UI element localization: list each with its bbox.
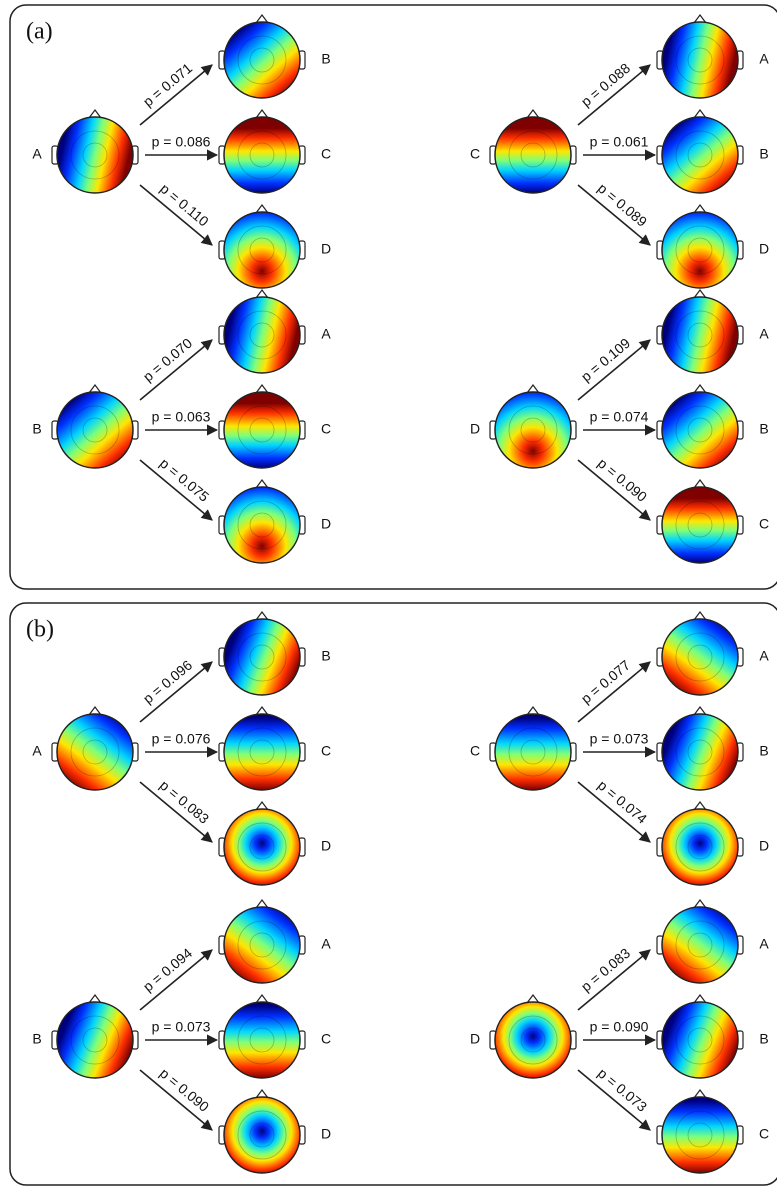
state-label: C xyxy=(321,1031,331,1047)
topomap xyxy=(657,15,743,98)
probability-label: p = 0.073 xyxy=(152,1019,211,1035)
state-label: B xyxy=(321,51,330,67)
panel-frame xyxy=(10,5,777,589)
panel-label: (b) xyxy=(26,617,54,643)
topomap xyxy=(52,707,138,790)
state-label: B xyxy=(759,146,768,162)
topomap xyxy=(657,707,743,790)
state-label: C xyxy=(470,743,480,759)
topomap xyxy=(219,110,305,193)
topomap xyxy=(657,110,743,193)
panel-frame xyxy=(10,603,777,1185)
state-label: D xyxy=(321,838,331,854)
probability-label: p = 0.061 xyxy=(590,134,649,150)
topomap xyxy=(490,110,576,193)
topomap xyxy=(219,900,305,983)
topomap xyxy=(219,995,305,1078)
state-label: A xyxy=(321,936,331,952)
topomap xyxy=(219,612,305,695)
state-label: A xyxy=(759,51,769,67)
state-label: B xyxy=(321,648,330,664)
topomap xyxy=(657,290,743,373)
state-label: A xyxy=(759,326,769,342)
topomap xyxy=(219,385,305,468)
topomap xyxy=(657,900,743,983)
state-label: B xyxy=(759,421,768,437)
topomap xyxy=(219,707,305,790)
state-label: C xyxy=(321,146,331,162)
topomap xyxy=(219,1090,305,1173)
state-label: C xyxy=(321,743,331,759)
topomap xyxy=(657,802,743,885)
probability-label: p = 0.086 xyxy=(152,134,211,150)
state-label: D xyxy=(470,1031,480,1047)
topomap xyxy=(657,995,743,1078)
state-label: A xyxy=(759,936,769,952)
topomap xyxy=(657,1090,743,1173)
topomap xyxy=(657,612,743,695)
probability-label: p = 0.074 xyxy=(590,409,649,425)
state-label: B xyxy=(32,421,41,437)
state-label: A xyxy=(32,743,42,759)
state-label: B xyxy=(759,1031,768,1047)
state-label: D xyxy=(759,838,769,854)
probability-label: p = 0.063 xyxy=(152,409,211,425)
topomap xyxy=(657,385,743,468)
topomap xyxy=(52,110,138,193)
topomap xyxy=(219,290,305,373)
topomap xyxy=(52,385,138,468)
topomap xyxy=(490,707,576,790)
state-label: B xyxy=(32,1031,41,1047)
state-label: A xyxy=(32,146,42,162)
state-label: C xyxy=(321,421,331,437)
state-label: A xyxy=(759,648,769,664)
probability-label: p = 0.076 xyxy=(152,731,211,747)
state-label: D xyxy=(321,241,331,257)
probability-label: p = 0.073 xyxy=(590,731,649,747)
panel-label: (a) xyxy=(26,19,53,45)
state-label: B xyxy=(759,743,768,759)
state-label: D xyxy=(321,516,331,532)
topomap xyxy=(490,385,576,468)
state-label: D xyxy=(470,421,480,437)
topomap xyxy=(219,480,305,563)
topomap xyxy=(219,205,305,288)
topomap xyxy=(657,205,743,288)
state-label: A xyxy=(321,326,331,342)
state-label: D xyxy=(759,241,769,257)
topomap xyxy=(52,995,138,1078)
figure: (a)ABp = 0.071Cp = 0.086Dp = 0.110CAp = … xyxy=(0,0,777,1188)
state-label: C xyxy=(759,1126,769,1142)
probability-label: p = 0.090 xyxy=(590,1019,649,1035)
state-label: C xyxy=(470,146,480,162)
topomap xyxy=(219,15,305,98)
state-label: D xyxy=(321,1126,331,1142)
state-label: C xyxy=(759,516,769,532)
topomap xyxy=(490,995,576,1078)
topomap xyxy=(219,802,305,885)
topomap xyxy=(657,480,743,563)
